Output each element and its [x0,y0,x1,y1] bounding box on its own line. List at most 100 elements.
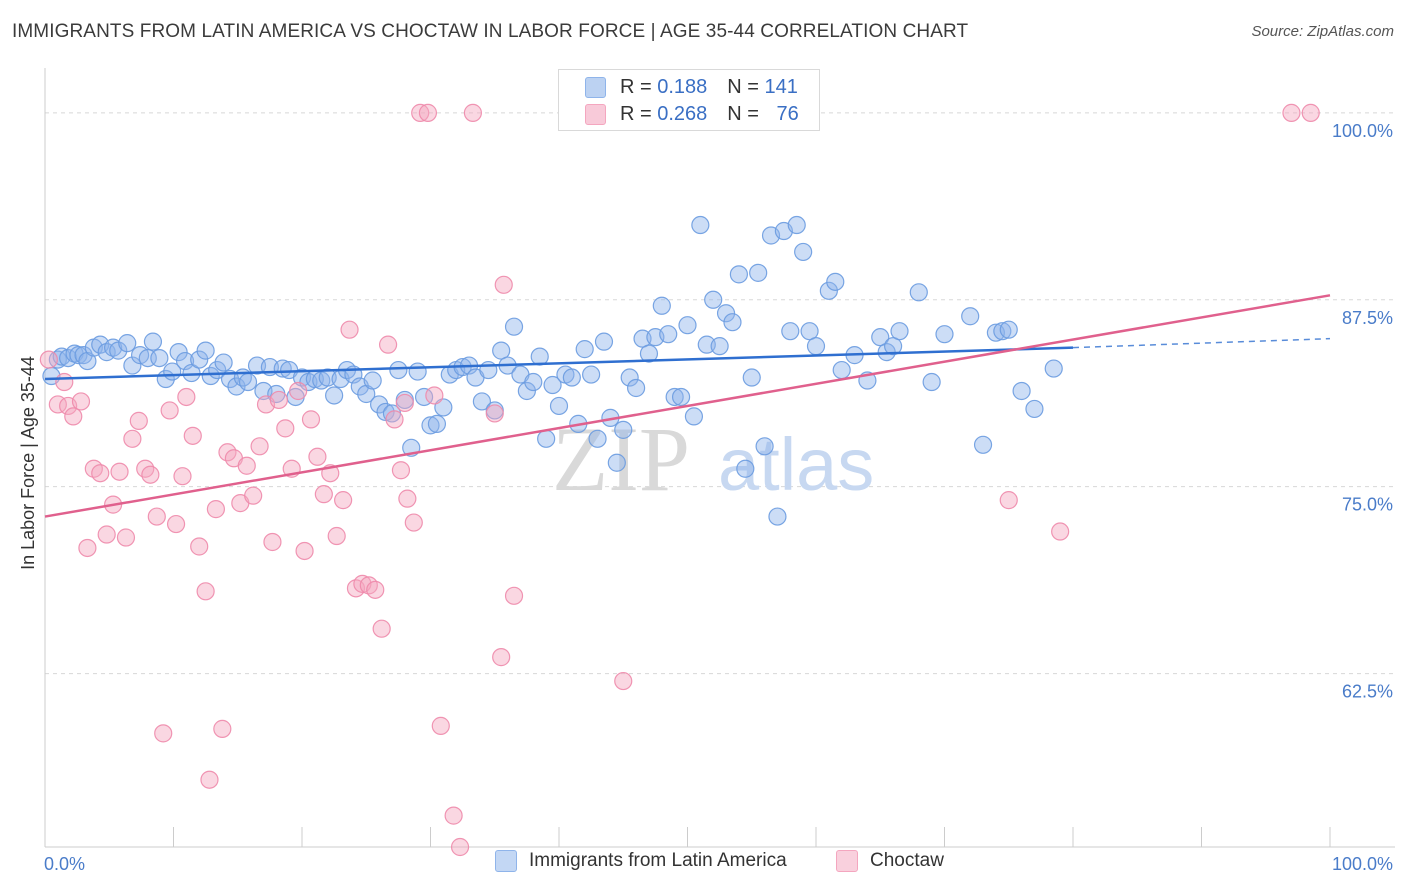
latin-america-point [832,360,851,380]
latin-america-point [492,341,511,360]
choctaw-point [78,538,97,558]
latin-america-point [408,362,427,381]
latin-america-point [190,350,209,369]
latin-america-point [729,265,749,284]
latin-america-point [806,337,826,356]
choctaw-point [244,486,263,505]
chart-title: IMMIGRANTS FROM LATIN AMERICA VS CHOCTAW… [12,21,969,42]
latin-america-point [594,332,614,351]
latin-america-point [150,348,169,368]
choctaw-point [123,429,142,448]
latin-america-point [118,334,137,353]
choctaw-point [463,103,483,122]
watermark: ZIP atlas [552,408,874,510]
latin-america-trend-extension [1072,337,1331,349]
latin-america-point [659,325,678,344]
latin-america-point [524,372,543,392]
latin-america-trend-line [44,346,1074,381]
latin-america-point [787,215,806,235]
y-tick-label: 87.5% [1342,308,1393,328]
latin-america-point [537,429,556,448]
latin-america-point [922,372,941,392]
trend-lines [44,294,1331,518]
latin-america-point [517,381,536,401]
legend-r-value: 0.188 [657,75,708,98]
latin-america-point [665,387,684,407]
legend-item-choctaw: Choctaw [836,850,944,872]
choctaw-point [301,410,321,429]
choctaw-point [196,582,215,601]
choctaw-trend-line [44,294,1331,518]
latin-america-point [935,325,954,344]
choctaw-point [263,532,282,552]
legend-label: Immigrants from Latin America [529,850,787,871]
choctaw-point [166,514,186,534]
latin-america-point [999,320,1018,339]
choctaw-point [411,103,430,122]
latin-america-point [143,332,163,351]
latin-america-point [723,313,742,332]
latin-america-point [363,371,382,390]
choctaw-point [71,392,91,411]
latin-america-point [104,338,123,357]
latin-america-point [704,290,723,309]
latin-america-point [819,281,838,300]
choctaw-point [999,491,1018,510]
latin-america-point [620,368,639,387]
latin-america-point [826,272,845,291]
legend-n-label: N = [727,102,759,125]
latin-america-point [883,337,903,356]
choctaw-point [136,459,155,478]
choctaw-point [276,419,295,438]
choctaw-point [190,537,209,556]
x-tick-label: 0.0% [44,854,85,874]
latin-america-point [575,340,594,359]
choctaw-point [504,586,524,605]
choctaw-point [485,404,504,423]
choctaw-point [418,103,438,122]
latin-america-point [472,392,491,411]
choctaw-point [269,390,288,410]
latin-america-point [227,377,246,396]
latin-america-point [993,322,1012,341]
choctaw-point [395,393,414,413]
latin-america-point [871,328,890,347]
latin-america-point [607,453,626,472]
latin-america-point [626,378,646,398]
choctaw-point [378,335,398,354]
latin-america-point [684,407,704,426]
latin-america-point [582,365,601,384]
latin-america-point [238,372,258,392]
choctaw-point [110,462,129,481]
choctaw-point [327,526,346,546]
latin-america-point [421,416,440,435]
latin-america-point [710,337,729,356]
choctaw-point [314,485,333,504]
latin-america-point [716,304,736,323]
latin-america-point [614,420,633,439]
choctaw-point [398,489,417,508]
choctaw-point [213,719,232,738]
choctaw-point [200,770,219,789]
latin-america-point [671,387,691,407]
latin-america-point [543,375,562,395]
series-legend: Immigrants from Latin America Choctaw [0,850,1406,878]
legend-row-choctaw: R = 0.268 N = 76 [585,101,799,127]
latin-america-point [214,353,233,372]
latin-america-point [890,322,909,341]
latin-america-point [768,507,787,526]
choctaw-point [385,410,404,429]
choctaw-point [1301,103,1320,122]
legend-n-value: 141 [764,75,798,98]
data-points [39,103,1320,857]
legend-row-latin-america: R = 0.188 N = 141 [585,74,798,100]
legend-n-value: 76 [776,102,799,125]
axes [44,68,1395,848]
latin-america-point [781,322,800,341]
choctaw-point [431,716,450,735]
latin-america-point [325,386,344,405]
latin-america-point [639,344,659,363]
choctaw-point [450,837,470,857]
choctaw-point [173,467,192,486]
